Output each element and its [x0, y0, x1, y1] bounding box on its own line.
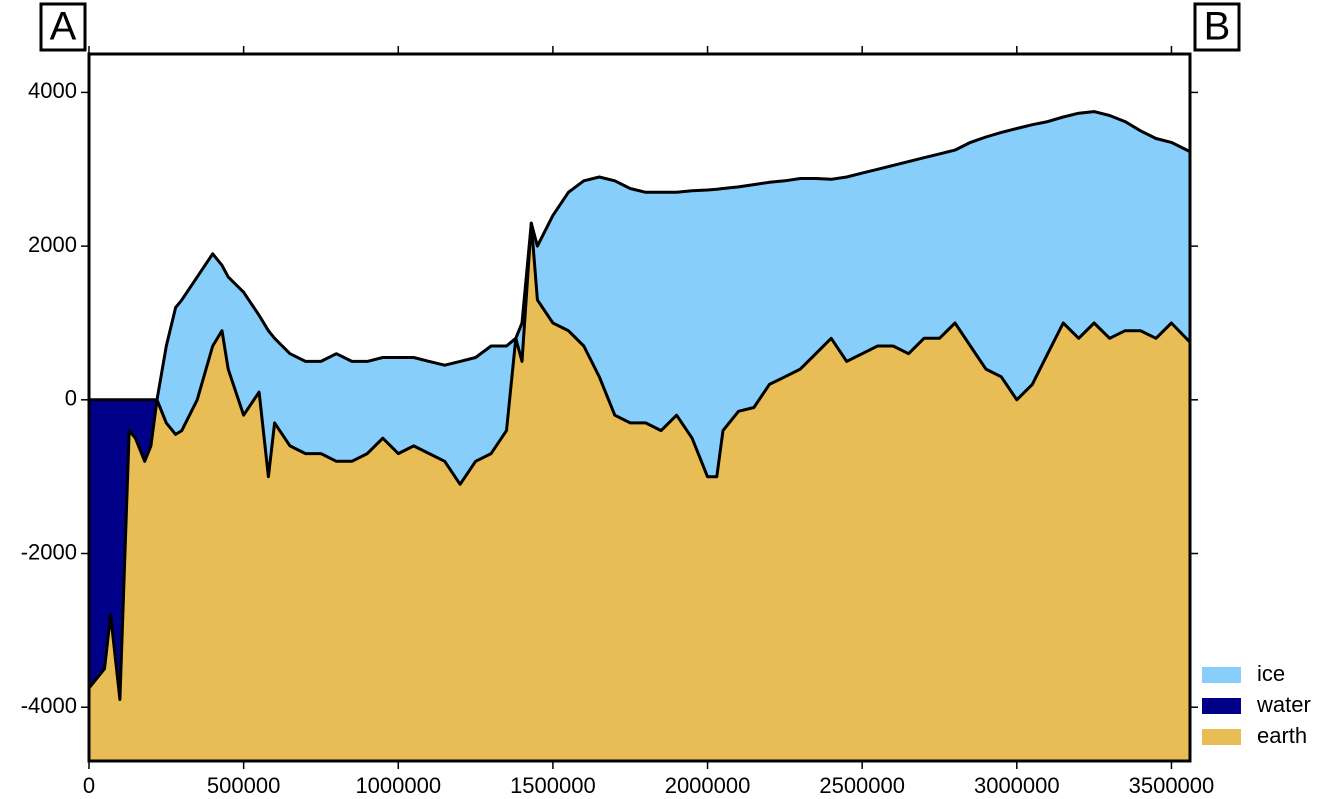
x-tick-label: 1000000 — [355, 773, 441, 798]
earth-line — [87, 221, 1192, 701]
y-tick-label: -2000 — [21, 539, 77, 564]
corner-box — [1193, 2, 1241, 52]
x-tick-label: 3000000 — [974, 773, 1060, 798]
legend-label: water — [1256, 692, 1311, 717]
plot-frame — [87, 52, 1192, 763]
y-tick-label: 4000 — [28, 78, 77, 103]
corner-label: B — [1204, 5, 1231, 49]
y-tick-label: 2000 — [28, 232, 77, 257]
legend-swatch — [1202, 729, 1241, 745]
x-tick-label: 2500000 — [819, 773, 905, 798]
x-tick-label: 0 — [83, 773, 95, 798]
corner-label: A — [50, 5, 77, 49]
legend-label: ice — [1257, 661, 1285, 686]
water-area — [89, 399, 157, 700]
ice-line — [155, 110, 1191, 401]
x-tick-label: 2000000 — [665, 773, 751, 798]
legend-swatch — [1202, 698, 1241, 714]
x-tick-label: 1500000 — [510, 773, 596, 798]
ice-area — [157, 111, 1190, 485]
y-tick-label: -4000 — [21, 693, 77, 718]
y-tick-label: 0 — [65, 386, 77, 411]
earth-area — [89, 223, 1190, 762]
x-tick-label: 3500000 — [1129, 773, 1215, 798]
legend-label: earth — [1257, 723, 1307, 748]
corner-box — [39, 2, 87, 52]
x-tick-label: 500000 — [207, 773, 280, 798]
legend-swatch — [1202, 667, 1241, 683]
